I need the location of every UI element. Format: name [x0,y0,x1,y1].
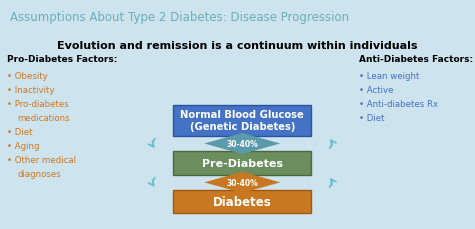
Text: medications: medications [18,113,70,122]
Text: • Inactivity: • Inactivity [7,85,55,94]
Text: • Other medical: • Other medical [7,155,76,164]
Text: • Lean weight: • Lean weight [359,71,419,80]
Text: • Pro-diabetes: • Pro-diabetes [7,99,69,108]
Text: Pre-Diabetes: Pre-Diabetes [202,158,283,168]
Text: Pro-Diabetes Factors:: Pro-Diabetes Factors: [7,55,117,64]
Text: Assumptions About Type 2 Diabetes: Disease Progression: Assumptions About Type 2 Diabetes: Disea… [10,11,349,24]
Text: diagnoses: diagnoses [18,169,61,178]
Text: • Diet: • Diet [7,127,33,136]
Text: Evolution and remission is a continuum within individuals: Evolution and remission is a continuum w… [57,41,418,51]
FancyBboxPatch shape [173,105,311,136]
Text: Anti-Diabetes Factors:: Anti-Diabetes Factors: [359,55,473,64]
Text: • Aging: • Aging [7,141,39,150]
FancyBboxPatch shape [173,152,311,175]
Text: 30-40%: 30-40% [227,178,258,187]
Text: • Obesity: • Obesity [7,71,48,80]
FancyBboxPatch shape [173,190,311,213]
Text: 30-40%: 30-40% [227,139,258,148]
Text: Diabetes: Diabetes [213,195,272,208]
Polygon shape [204,133,280,154]
Text: Normal Blood Glucose
(Genetic Diabetes): Normal Blood Glucose (Genetic Diabetes) [180,109,304,132]
Text: • Active: • Active [359,85,393,94]
Text: • Anti-diabetes Rx: • Anti-diabetes Rx [359,99,438,108]
Polygon shape [204,172,280,193]
Text: • Diet: • Diet [359,113,384,122]
